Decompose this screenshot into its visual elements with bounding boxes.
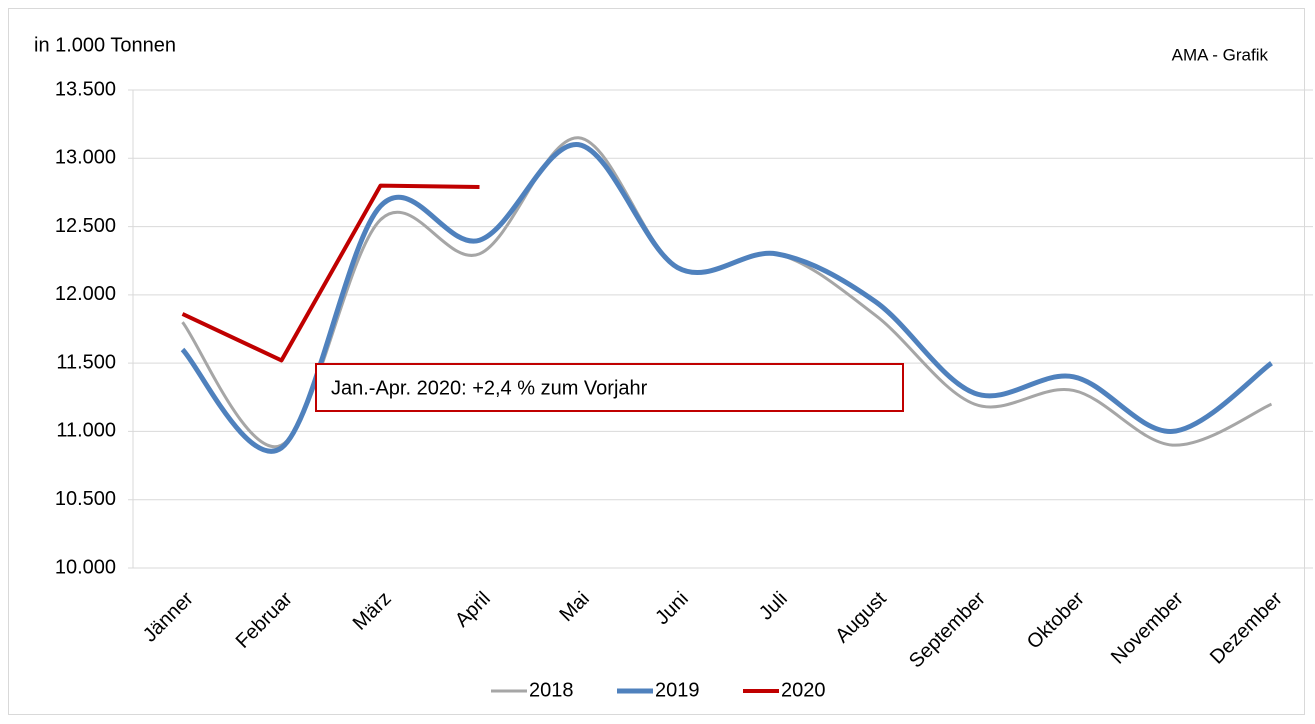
y-tick-label: 13.500 <box>55 78 116 100</box>
annotation-box <box>315 363 904 412</box>
x-tick-label: August <box>831 587 891 647</box>
x-tick-label: April <box>451 588 495 632</box>
legend-label: 2019 <box>655 679 700 701</box>
series-line <box>181 183 480 363</box>
x-tick-label: November <box>1107 587 1188 668</box>
x-tick-label: Februar <box>232 587 297 652</box>
x-tick-label: September <box>905 587 990 672</box>
x-tick-label: März <box>349 588 396 635</box>
y-tick-label: 12.500 <box>55 215 116 237</box>
y-tick-label: 12.000 <box>55 283 116 305</box>
annotation-text: Jan.-Apr. 2020: +2,4 % zum Vorjahr <box>331 377 648 399</box>
x-tick-label: Mai <box>555 588 593 626</box>
x-tick-label: Dezember <box>1206 587 1287 668</box>
y-axis-label: in 1.000 Tonnen <box>34 34 176 56</box>
y-tick-label: 13.000 <box>55 147 116 169</box>
y-tick-label: 10.500 <box>55 488 116 510</box>
legend-label: 2018 <box>529 679 574 701</box>
series-line <box>180 142 1273 454</box>
x-tick-label: Juni <box>651 588 693 630</box>
legend-label: 2020 <box>781 679 826 701</box>
source-label: AMA - Grafik <box>1172 45 1269 64</box>
x-tick-label: Juli <box>755 588 792 625</box>
y-tick-label: 10.000 <box>55 556 116 578</box>
y-tick-label: 11.000 <box>56 420 116 442</box>
chart-frame <box>8 8 1305 715</box>
y-tick-label: 11.500 <box>56 351 116 373</box>
x-tick-label: Jänner <box>139 587 198 646</box>
x-tick-label: Oktober <box>1023 587 1089 653</box>
